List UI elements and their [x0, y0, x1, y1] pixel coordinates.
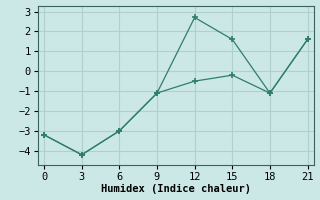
- X-axis label: Humidex (Indice chaleur): Humidex (Indice chaleur): [101, 184, 251, 194]
